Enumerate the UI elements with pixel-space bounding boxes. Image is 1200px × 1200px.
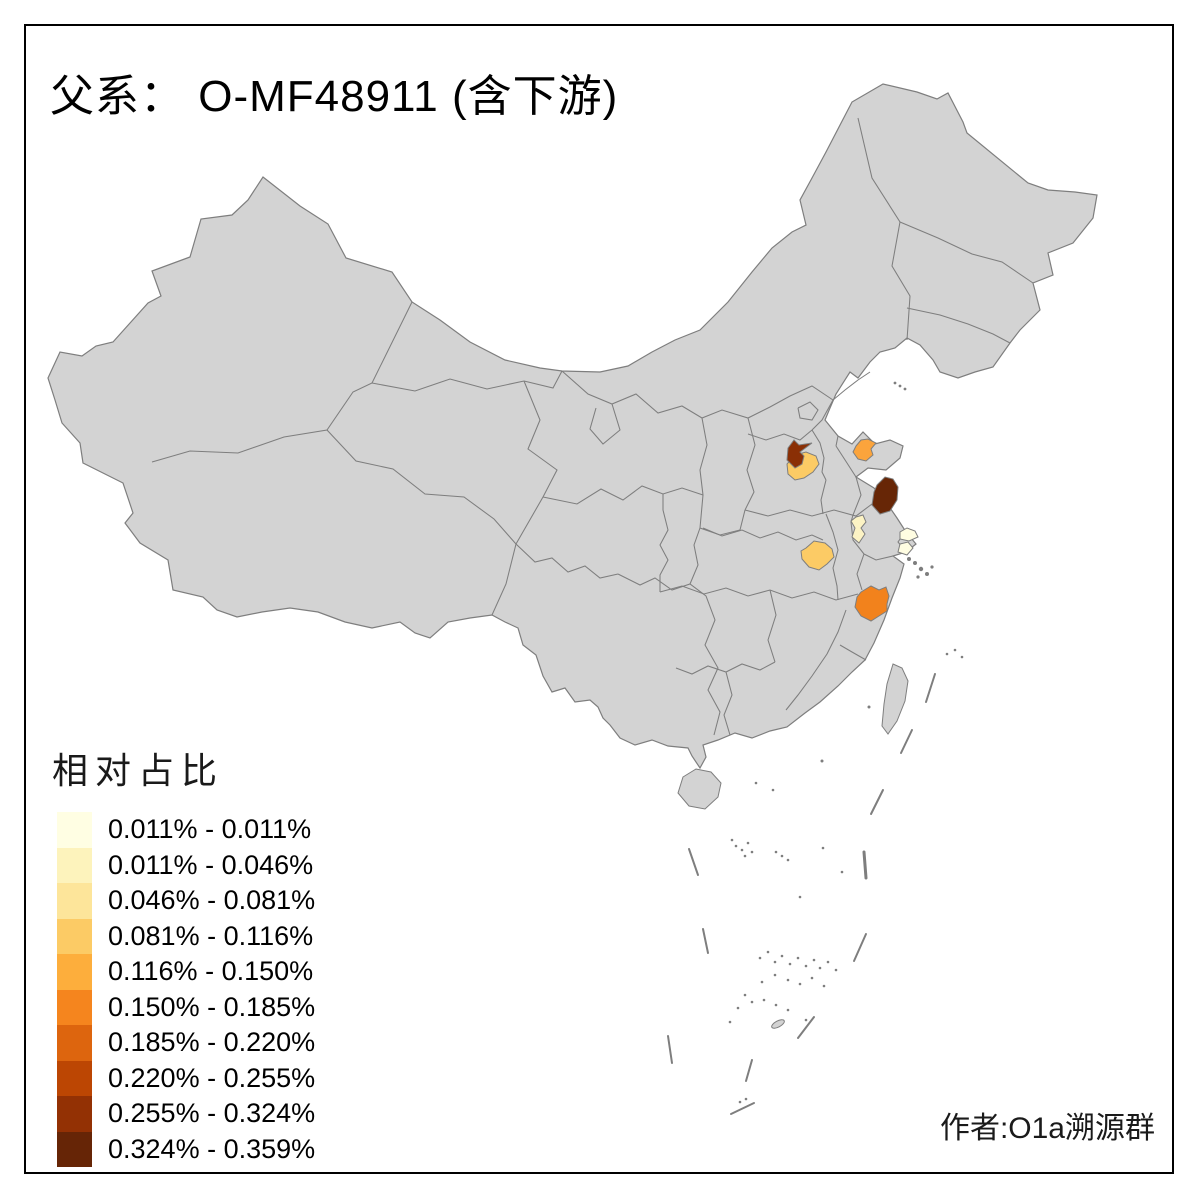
region-zhejiang-west	[854, 585, 890, 622]
region-jiangsu-suzhou	[899, 527, 919, 542]
bohai-islets	[893, 381, 907, 391]
region-jiangsu-yancheng	[871, 476, 899, 515]
legend-swatch	[57, 918, 92, 954]
province-borders	[151, 117, 1034, 736]
legend-swatch	[57, 1131, 92, 1167]
legend-swatch	[57, 847, 92, 883]
zhoushan-islets	[907, 557, 934, 579]
legend-item: 0.116% - 0.150%	[57, 954, 315, 990]
region-shandong-zibo	[852, 438, 877, 462]
legend-label: 0.046% - 0.081%	[108, 885, 316, 916]
legend-label: 0.185% - 0.220%	[108, 1027, 316, 1058]
legend-label: 0.220% - 0.255%	[108, 1062, 316, 1093]
legend-swatch	[57, 812, 92, 848]
attribution-text: 作者:O1a溯源群	[939, 1112, 1155, 1145]
region-henan-north	[786, 439, 813, 469]
legend-label: 0.011% - 0.046%	[108, 849, 314, 880]
islands	[677, 381, 964, 1104]
legend-item: 0.324% - 0.359%	[57, 1131, 316, 1167]
legend-item: 0.220% - 0.255%	[57, 1060, 316, 1096]
spratly-main-islet	[771, 1019, 785, 1029]
region-shanghai	[897, 541, 914, 556]
legend-swatch	[57, 1096, 92, 1132]
legend-label: 0.011% - 0.011%	[108, 814, 312, 845]
legend-item: 0.046% - 0.081%	[57, 883, 315, 919]
taiwan-island	[881, 663, 909, 735]
legend-item: 0.081% - 0.116%	[57, 918, 315, 954]
legend-item: 0.185% - 0.220%	[57, 1025, 315, 1061]
legend-label: 0.116% - 0.150%	[108, 956, 314, 987]
page-title: 父系： O-MF48911 (含下游)	[50, 72, 619, 121]
region-hubei-east	[800, 540, 835, 571]
legend-label: 0.150% - 0.185%	[108, 991, 316, 1022]
south-china-sea-islets	[728, 759, 844, 1104]
legend-item: 0.150% - 0.185%	[57, 989, 316, 1025]
legend-label: 0.255% - 0.324%	[108, 1098, 316, 1129]
taiwan-strait-islets	[867, 648, 964, 709]
legend-label: 0.081% - 0.116%	[108, 920, 314, 951]
colored-regions	[786, 438, 919, 622]
legend-swatch	[57, 989, 92, 1025]
mainland	[47, 83, 1098, 770]
legend-item: 0.011% - 0.011%	[57, 812, 315, 848]
mainland-outline	[47, 83, 1098, 770]
legend-label: 0.324% - 0.359%	[108, 1133, 316, 1164]
legend-swatch	[57, 954, 92, 990]
legend-swatch	[57, 1025, 92, 1061]
legend-swatch	[57, 883, 92, 919]
region-anhui-chuzhou	[850, 514, 867, 544]
nine-dash-line	[667, 673, 936, 1115]
legend-swatch	[57, 1060, 92, 1096]
legend-rows: 0.011% - 0.011% 0.011% - 0.046% 0.046% - 0…	[57, 812, 315, 1167]
legend-item: 0.011% - 0.046%	[57, 847, 315, 883]
legend-title: 相对占比	[52, 750, 225, 791]
hainan-island	[677, 768, 722, 810]
legend: 相对占比 0.011% - 0.011% 0.011% - 0.046% 0.046…	[52, 742, 315, 1167]
legend-item: 0.255% - 0.324%	[57, 1096, 315, 1132]
